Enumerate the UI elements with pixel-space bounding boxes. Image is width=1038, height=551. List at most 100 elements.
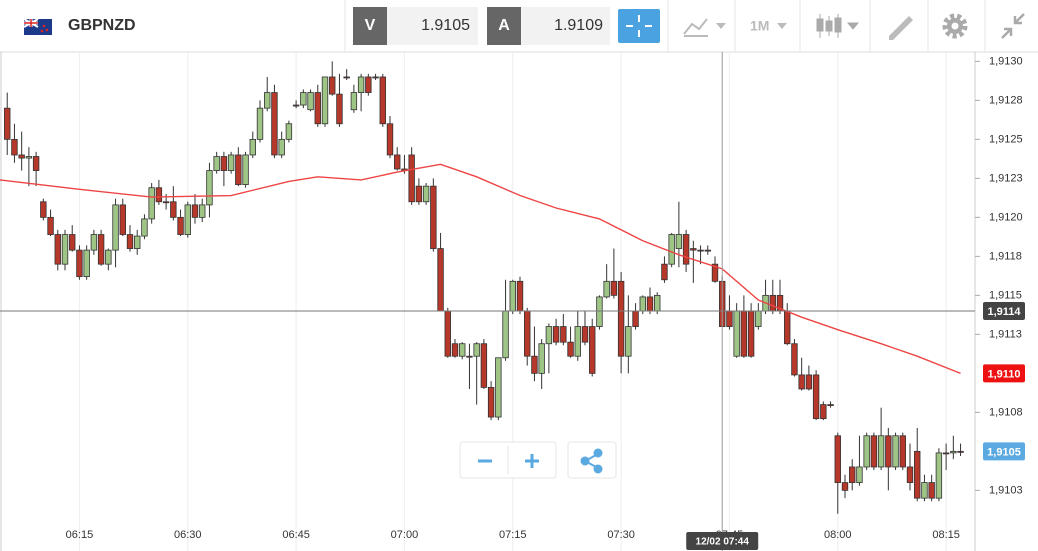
bid-label[interactable]: V [365, 17, 376, 34]
candle-body [480, 343, 488, 388]
candle-body [191, 204, 199, 218]
candle-body [545, 326, 553, 345]
candle-body [300, 92, 307, 106]
candle-body [466, 355, 473, 358]
candle-body [184, 204, 191, 235]
ask-label-box[interactable] [487, 7, 521, 45]
candle-body [798, 374, 805, 390]
candle-body [654, 294, 661, 312]
bid-label-box[interactable] [353, 7, 387, 45]
candle-body [25, 156, 33, 159]
candle-body [459, 343, 466, 357]
ask-box[interactable] [521, 7, 610, 45]
candle-body [697, 249, 704, 252]
candle-body [177, 216, 184, 235]
candle-body [451, 343, 459, 357]
x-tick-label: 08:15 [932, 529, 960, 541]
bid-box[interactable] [387, 7, 478, 45]
timeframe[interactable]: 1M [750, 18, 769, 34]
candle-body [921, 482, 928, 499]
candle-body [827, 404, 834, 406]
candle-body [487, 386, 495, 418]
x-tick-label: 07:15 [499, 529, 527, 541]
candle-body [632, 310, 639, 327]
candle-body [422, 185, 430, 203]
candle-body [47, 216, 54, 235]
candle-body [285, 123, 293, 140]
symbol: GBPNZD [68, 17, 136, 34]
collapse-button[interactable] [1001, 13, 1025, 39]
candle-body [531, 355, 538, 374]
settings-button[interactable] [942, 13, 968, 39]
ask-label[interactable]: A [498, 17, 510, 34]
candle-body [560, 326, 567, 343]
candle-body [61, 234, 69, 265]
candle-body [820, 404, 827, 419]
share-button[interactable] [567, 441, 617, 479]
candle-body [18, 154, 25, 159]
candle-body [292, 104, 300, 107]
crosshair-button[interactable] [618, 9, 660, 43]
candle-body [885, 435, 892, 468]
candle-body [235, 154, 242, 186]
candle-body [574, 326, 581, 357]
x-tick-label: 06:15 [66, 529, 94, 541]
candle-body [870, 435, 878, 468]
candle-body [394, 154, 401, 170]
candle-body [372, 76, 379, 79]
plot-area: 06:1506:3006:4507:0007:1507:3007:4508:00… [0, 52, 1025, 551]
candle-body [495, 357, 502, 418]
candle-body [206, 170, 213, 206]
candle-body [444, 310, 451, 357]
candle-body [784, 310, 791, 345]
crosshair-icon [626, 15, 652, 37]
candle-body [589, 326, 596, 374]
ask[interactable]: 1.9109 [554, 17, 603, 34]
candle-body [769, 294, 776, 312]
moving-average [0, 163, 961, 375]
candle-body [141, 218, 148, 237]
y-tick-label: 1,9108 [989, 406, 1023, 418]
candle-body [437, 248, 444, 312]
candle-body [502, 310, 509, 359]
candle-body [610, 280, 618, 296]
candle-body [386, 123, 394, 156]
candle-body [126, 234, 134, 249]
candle-body [646, 296, 654, 312]
candle-body [509, 280, 516, 312]
chart-type-button[interactable] [683, 18, 726, 37]
candle-body [278, 138, 285, 156]
candle-body [841, 482, 849, 491]
draw-button[interactable] [889, 16, 913, 40]
candle-body [538, 343, 545, 374]
candle-body [170, 201, 177, 218]
candle-body [581, 326, 589, 343]
candle-body [596, 296, 603, 327]
candle-body [119, 204, 126, 235]
candle-body [220, 156, 228, 171]
y-tick-label: 1,9118 [989, 250, 1022, 262]
candle-type-button[interactable] [816, 14, 860, 38]
candle-body [134, 235, 141, 249]
y-tick-label: 1,9103 [989, 484, 1023, 496]
candle-body [112, 204, 119, 251]
last-price-badge [983, 442, 1025, 461]
zoom-controls [459, 441, 617, 479]
crosshair-time-label: 12/02 07:44 [696, 537, 750, 548]
candle-body [726, 310, 733, 327]
y-tick-label: 1,9120 [989, 211, 1023, 223]
candle-body [365, 76, 372, 93]
x-tick-label: 07:30 [607, 529, 635, 541]
candle-body [812, 374, 820, 420]
candle-body [704, 249, 711, 252]
ma-last-badge [983, 364, 1025, 383]
candle-body [76, 249, 83, 278]
candle-body [227, 154, 235, 171]
candle-body [805, 374, 813, 390]
zoom-in[interactable] [525, 454, 539, 468]
y-tick-label: 1,9128 [989, 94, 1023, 106]
candle-body [90, 234, 98, 251]
bid[interactable]: 1.9105 [421, 17, 470, 34]
